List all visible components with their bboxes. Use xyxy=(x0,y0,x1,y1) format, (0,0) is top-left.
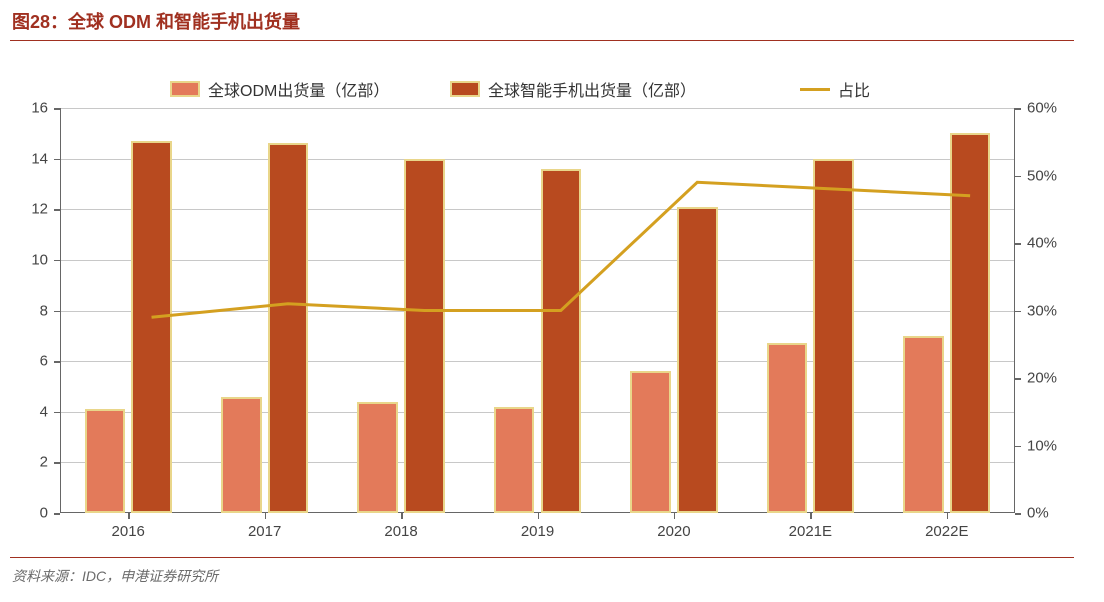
y-left-tick-label: 2 xyxy=(10,454,48,471)
y-left-tick-label: 6 xyxy=(10,353,48,370)
y-left-tick-mark xyxy=(54,361,60,363)
y-left-tick-mark xyxy=(54,462,60,464)
top-rule xyxy=(10,40,1074,41)
y-left-tick-label: 0 xyxy=(10,505,48,522)
x-tick-mark xyxy=(128,513,130,519)
legend-label: 全球智能手机出货量（亿部） xyxy=(488,77,696,101)
x-tick-mark xyxy=(810,513,812,519)
y-left-tick-label: 12 xyxy=(10,201,48,218)
y-right-tick-label: 30% xyxy=(1027,302,1057,319)
x-tick-mark xyxy=(674,513,676,519)
bottom-rule xyxy=(10,557,1074,558)
chart-area: 全球ODM出货量（亿部） 全球智能手机出货量（亿部） 占比 0 2 4 6 8 10 12 14 16… xyxy=(10,55,1070,550)
chart-title: 图28：全球 ODM 和智能手机出货量 xyxy=(12,8,300,34)
y-left-tick-label: 10 xyxy=(10,251,48,268)
x-tick-label: 2021E xyxy=(789,523,832,540)
legend-line-swatch xyxy=(800,88,830,91)
ratio-line xyxy=(152,182,971,317)
y-right-tick-label: 40% xyxy=(1027,235,1057,252)
x-tick-label: 2020 xyxy=(657,523,690,540)
plot-area xyxy=(60,108,1015,513)
y-right-tick-mark xyxy=(1015,311,1021,313)
y-right-tick-label: 50% xyxy=(1027,167,1057,184)
y-left-tick-mark xyxy=(54,209,60,211)
x-tick-mark xyxy=(538,513,540,519)
title-prefix: 图28： xyxy=(12,12,68,32)
y-left-tick-mark xyxy=(54,412,60,414)
x-tick-mark xyxy=(401,513,403,519)
x-tick-label: 2017 xyxy=(248,523,281,540)
legend-box-swatch xyxy=(170,81,200,97)
y-right-tick-label: 60% xyxy=(1027,100,1057,117)
legend-item: 全球智能手机出货量（亿部） xyxy=(450,77,696,101)
title-text: 全球 ODM 和智能手机出货量 xyxy=(68,12,300,32)
y-left-tick-label: 4 xyxy=(10,403,48,420)
y-left-tick-mark xyxy=(54,159,60,161)
x-tick-mark xyxy=(265,513,267,519)
y-right-tick-mark xyxy=(1015,243,1021,245)
y-right-tick-mark xyxy=(1015,176,1021,178)
x-tick-label: 2018 xyxy=(384,523,417,540)
x-tick-mark xyxy=(947,513,949,519)
legend-item: 占比 xyxy=(800,77,870,101)
y-right-tick-label: 20% xyxy=(1027,370,1057,387)
y-right-tick-mark xyxy=(1015,108,1021,110)
y-right-tick-mark xyxy=(1015,446,1021,448)
y-right-tick-mark xyxy=(1015,513,1021,515)
y-left-tick-label: 16 xyxy=(10,100,48,117)
legend-label: 全球ODM出货量（亿部） xyxy=(208,77,389,101)
line-layer xyxy=(60,108,1015,513)
x-tick-label: 2019 xyxy=(521,523,554,540)
y-right-tick-label: 0% xyxy=(1027,505,1049,522)
y-right-tick-label: 10% xyxy=(1027,437,1057,454)
y-left-tick-mark xyxy=(54,311,60,313)
y-left-tick-label: 14 xyxy=(10,150,48,167)
y-left-tick-label: 8 xyxy=(10,302,48,319)
source-citation: 资料来源：IDC，申港证券研究所 xyxy=(12,566,218,586)
legend-label: 占比 xyxy=(838,77,870,101)
y-left-tick-mark xyxy=(54,260,60,262)
x-tick-label: 2016 xyxy=(112,523,145,540)
x-tick-label: 2022E xyxy=(925,523,968,540)
y-right-tick-mark xyxy=(1015,378,1021,380)
y-left-tick-mark xyxy=(54,513,60,515)
legend-item: 全球ODM出货量（亿部） xyxy=(170,77,389,101)
legend-box-swatch xyxy=(450,81,480,97)
y-left-tick-mark xyxy=(54,108,60,110)
